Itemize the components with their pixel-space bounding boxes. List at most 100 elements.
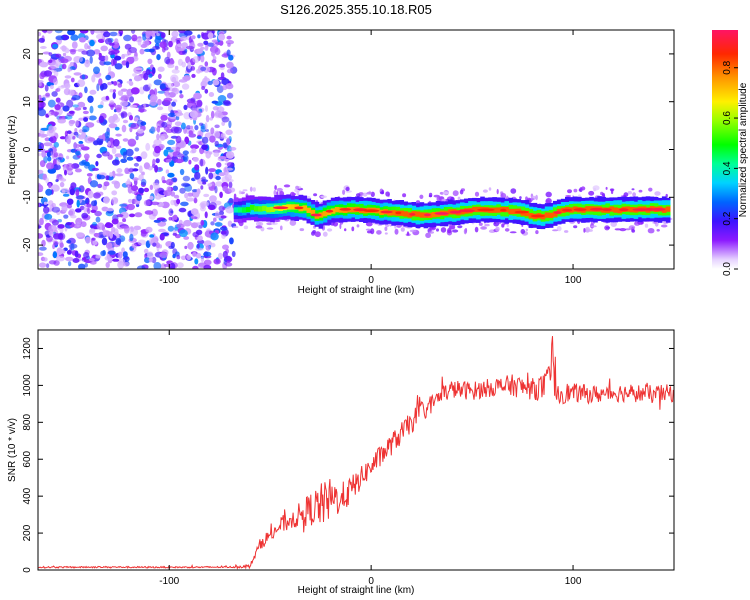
heatmap-cell	[228, 54, 234, 61]
heatmap-cell	[189, 110, 198, 119]
heatmap-cell	[168, 208, 174, 216]
heatmap-cell	[200, 201, 209, 207]
heatmap-cell	[168, 40, 173, 48]
heatmap-cell	[97, 183, 103, 189]
heatmap-cell	[221, 121, 226, 126]
heatmap-cell	[151, 256, 157, 264]
heatmap-cell	[73, 72, 82, 76]
heatmap-cell	[113, 181, 121, 189]
heatmap-cell	[87, 190, 94, 199]
heatmap-cell	[165, 169, 170, 174]
heatmap-cell	[463, 228, 467, 235]
colorbar-tick-label: 0.8	[722, 60, 733, 74]
heatmap-cell	[176, 113, 180, 117]
heatmap-cell	[644, 223, 649, 228]
heatmap-cell	[139, 48, 145, 55]
heatmap-cell	[98, 115, 105, 124]
heatmap-cell	[93, 66, 100, 75]
heatmap-cell	[83, 251, 90, 259]
heatmap-cell	[84, 86, 88, 94]
heatmap-cell	[114, 63, 123, 70]
heatmap-cell	[327, 228, 333, 232]
heatmap-cell	[629, 207, 635, 213]
heatmap-cell	[504, 207, 509, 213]
heatmap-cell	[136, 265, 146, 269]
heatmap-cell	[106, 242, 113, 250]
heatmap-cell	[57, 85, 65, 89]
heatmap-cell	[155, 36, 162, 40]
heatmap-cell	[125, 61, 130, 69]
heatmap-cell	[82, 106, 87, 110]
heatmap-cell	[172, 151, 178, 157]
heatmap-cell	[104, 55, 109, 62]
heatmap-cell	[43, 70, 53, 77]
heatmap-cell	[124, 167, 130, 174]
heatmap-cell	[105, 95, 110, 101]
heatmap-cell	[57, 118, 66, 124]
heatmap-cell	[159, 83, 166, 90]
heatmap-cell	[322, 231, 328, 237]
heatmap-cell	[384, 232, 388, 235]
heatmap-cell	[64, 169, 67, 176]
heatmap-cell	[49, 135, 57, 144]
heatmap-cell	[605, 186, 608, 190]
heatmap-cell	[61, 45, 67, 52]
heatmap-cell	[211, 100, 219, 104]
heatmap-cell	[474, 191, 480, 197]
heatmap-cell	[200, 46, 205, 50]
heatmap-cell	[114, 38, 119, 44]
heatmap-cell	[51, 203, 56, 208]
heatmap-cell	[193, 197, 198, 204]
heatmap-cell	[187, 241, 194, 250]
heatmap-cell	[84, 60, 91, 68]
heatmap-cell	[190, 208, 199, 216]
heatmap-cell	[62, 193, 70, 197]
heatmap-cell	[81, 74, 86, 80]
heatmap-cell	[98, 52, 102, 58]
heatmap-cell	[41, 97, 46, 102]
spectrogram-x-ticks: -100 0 100	[159, 30, 582, 286]
heatmap-cell	[180, 36, 188, 42]
heatmap-cell	[143, 187, 150, 193]
heatmap-cell	[200, 158, 204, 167]
heatmap-cell	[416, 200, 420, 204]
heatmap-cell	[120, 100, 129, 107]
heatmap-cell	[113, 89, 116, 93]
heatmap-cell	[143, 248, 149, 254]
heatmap-cell	[519, 196, 522, 200]
heatmap-cell	[556, 226, 562, 232]
heatmap-cell	[70, 182, 77, 190]
heatmap-cell	[255, 225, 263, 229]
heatmap-cell	[190, 215, 194, 219]
heatmap-cell	[140, 151, 148, 160]
heatmap-cell	[38, 152, 42, 157]
heatmap-cell	[75, 195, 85, 200]
heatmap-cell	[78, 161, 86, 166]
heatmap-cell	[59, 58, 69, 64]
heatmap-cell	[258, 222, 264, 226]
heatmap-cell	[452, 190, 459, 197]
heatmap-cell	[47, 168, 57, 174]
heatmap-cell	[137, 239, 147, 246]
heatmap-cell	[218, 172, 226, 177]
heatmap-cell	[70, 49, 76, 55]
heatmap-cell	[96, 33, 104, 40]
heatmap-cell	[76, 199, 80, 208]
heatmap-cell	[225, 129, 233, 136]
heatmap-cell	[216, 85, 224, 94]
heatmap-cell	[227, 145, 232, 154]
heatmap-cell	[201, 136, 209, 144]
heatmap-cell	[89, 228, 96, 233]
heatmap-cell	[214, 124, 220, 129]
heatmap-cell	[109, 172, 113, 177]
heatmap-cell	[171, 69, 180, 74]
heatmap-cell	[363, 209, 380, 213]
heatmap-cell	[155, 158, 160, 164]
heatmap-cell	[661, 207, 667, 213]
heatmap-cell	[231, 250, 236, 258]
heatmap-cell	[44, 213, 53, 220]
heatmap-cell	[209, 201, 217, 210]
heatmap-cell	[204, 61, 209, 67]
heatmap-cell	[458, 209, 475, 213]
heatmap-cell	[92, 192, 101, 199]
